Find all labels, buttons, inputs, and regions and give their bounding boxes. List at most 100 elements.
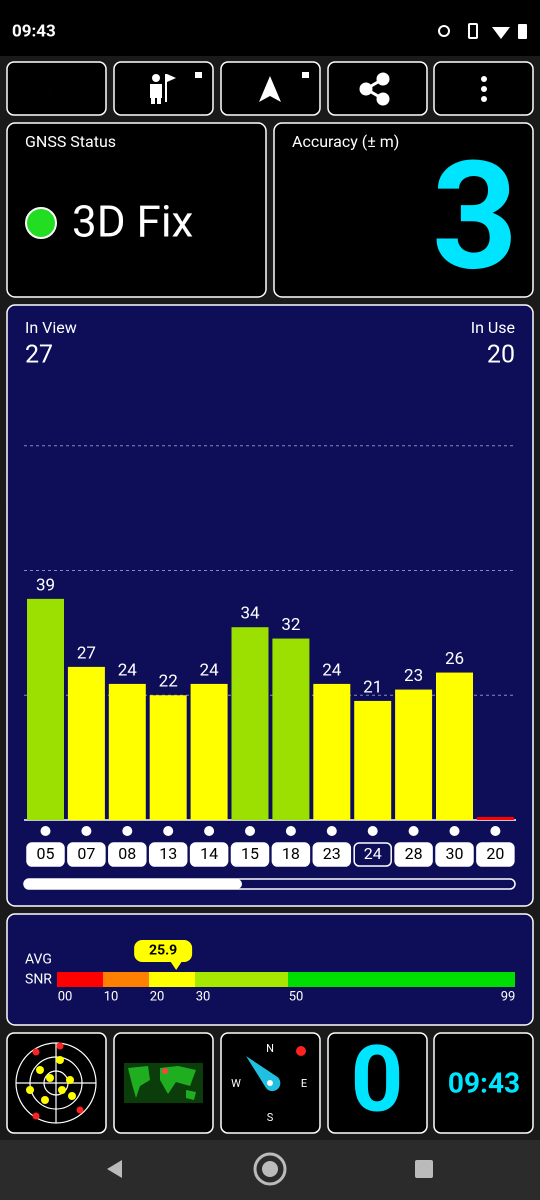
- recents-button[interactable]: [415, 1160, 433, 1178]
- value-label: 21: [363, 677, 382, 697]
- share-button[interactable]: [327, 61, 428, 116]
- satellite-id: 15: [241, 844, 259, 863]
- bar: [190, 683, 228, 820]
- satellite-id: 14: [200, 844, 218, 863]
- snr-segment: [288, 972, 515, 987]
- value-label: 26: [445, 649, 464, 669]
- satellite-id-box: [189, 842, 229, 867]
- bar: [231, 627, 269, 820]
- satellite-id-box: [26, 842, 65, 867]
- arrow-icon: [259, 76, 281, 102]
- accuracy-title: Accuracy (± m): [292, 132, 399, 151]
- world-map: [124, 1063, 203, 1103]
- satellite-id-box: [148, 842, 188, 867]
- bar: [272, 638, 310, 820]
- share-icon: [359, 72, 390, 106]
- satellite-dot: [449, 826, 460, 836]
- scrollbar-thumb[interactable]: [24, 879, 242, 889]
- clock-tile[interactable]: [433, 1032, 534, 1134]
- snr-segment: [57, 972, 103, 987]
- compass-marker: [296, 1046, 306, 1056]
- locate-button[interactable]: [113, 61, 214, 116]
- gnss-status-tile: [6, 122, 267, 298]
- satellite-id: 05: [37, 844, 55, 863]
- status-icons: [438, 23, 527, 39]
- snr-tick-label: 10: [104, 989, 119, 1004]
- value-label: 24: [322, 660, 342, 680]
- home-dot: [262, 1161, 278, 1177]
- snr-tick-label: 30: [196, 989, 211, 1004]
- snr-segment: [103, 972, 149, 987]
- in-use-label: In Use: [471, 318, 515, 337]
- value-label: 23: [404, 666, 423, 686]
- bar: [313, 683, 351, 820]
- person-icon: [150, 72, 202, 104]
- snr-label-avg: AVG: [25, 952, 52, 968]
- toolbar: [6, 61, 534, 116]
- bar: [149, 695, 187, 820]
- speed-value: 0: [351, 1026, 404, 1133]
- snr-scale: 00 10 20 30 50 99 25.9: [57, 940, 515, 1004]
- snr-tick-label: 20: [150, 989, 165, 1004]
- bar: [67, 666, 105, 820]
- bar: [354, 700, 392, 820]
- value-label: 32: [281, 615, 300, 635]
- satellite-id-box: [353, 842, 392, 867]
- snr-segment: [149, 972, 195, 987]
- satellite-id: 24: [364, 844, 382, 863]
- value-label: 22: [159, 672, 178, 692]
- fix-status: 3D Fix: [72, 196, 193, 248]
- home-button[interactable]: [253, 1152, 287, 1186]
- satellite-id-box: [435, 842, 474, 867]
- in-use-value: 20: [487, 341, 515, 370]
- satellite-dot: [245, 826, 255, 836]
- gnss-status-title: GNSS Status: [25, 132, 116, 151]
- snr-label-snr: SNR: [25, 972, 52, 988]
- satellite-id: 30: [446, 844, 464, 863]
- value-label: 24: [200, 660, 220, 680]
- satellite-id: 08: [118, 844, 136, 863]
- satellite-dot: [204, 826, 215, 836]
- status-time: 09:43: [12, 21, 56, 41]
- in-view-label: In View: [25, 318, 77, 337]
- sky-plot: [15, 1042, 97, 1124]
- bar: [108, 683, 146, 820]
- status-bar: [0, 0, 540, 56]
- fix-indicator: [25, 207, 57, 239]
- satellite-dot: [490, 826, 501, 836]
- snr-average-pointer: [170, 961, 183, 970]
- satellite-dot: [81, 826, 92, 836]
- satellite-id-box: [230, 842, 270, 867]
- satellite-id: 18: [282, 844, 300, 863]
- satellite-dot: [367, 826, 378, 836]
- satellite-id-box: [476, 842, 515, 867]
- accuracy-value: 3: [432, 129, 518, 305]
- snr-tick-label: 50: [289, 989, 304, 1004]
- bottom-tiles: N E S W 0 09:43: [6, 1026, 534, 1134]
- bar: [436, 672, 473, 820]
- satellite-id-box: [312, 842, 352, 867]
- satellite-dot: [163, 826, 174, 836]
- snr-average-bubble: [134, 940, 193, 962]
- back-button[interactable]: [107, 1160, 122, 1178]
- satellite-id: 07: [77, 844, 95, 863]
- speed-tile[interactable]: [327, 1032, 428, 1134]
- accuracy-tile: [273, 122, 534, 298]
- night-mode-button[interactable]: [6, 61, 107, 116]
- in-view-value: 27: [25, 341, 53, 370]
- satellite-dot: [40, 826, 51, 836]
- bar-chart: 39 05 27 07 24 08 22 13 24 14 34 15 32 18 24 23 21 24 23 28…: [24, 445, 516, 867]
- satellite-id: 28: [405, 844, 423, 863]
- value-label: 39: [36, 575, 55, 595]
- snr-segment: [195, 972, 288, 987]
- satellite-dot: [326, 826, 337, 836]
- snr-tick-label: 00: [58, 989, 73, 1004]
- compass-east: E: [301, 1077, 307, 1090]
- compass-north: N: [266, 1042, 274, 1055]
- value-label: 27: [77, 643, 96, 663]
- satellite-id: 13: [159, 844, 177, 863]
- bar: [395, 689, 433, 820]
- clock-value: 09:43: [448, 1066, 520, 1099]
- snr-average-value: 25.9: [149, 943, 177, 959]
